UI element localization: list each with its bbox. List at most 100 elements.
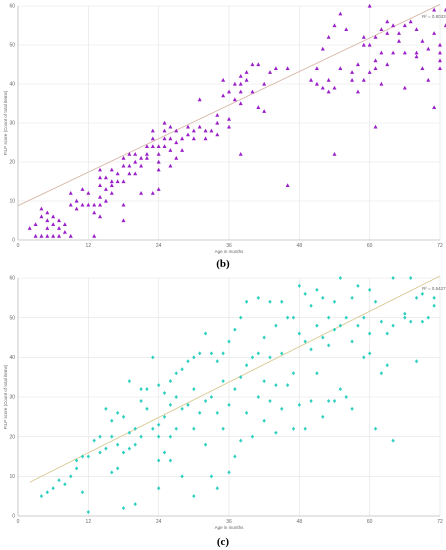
r-squared-label: R² = 0.5427 — [422, 286, 446, 291]
data-point — [438, 50, 442, 55]
data-point — [238, 101, 243, 106]
data-point — [321, 414, 325, 419]
x-tick-label: 24 — [156, 243, 162, 249]
data-point — [133, 426, 137, 431]
data-point — [309, 303, 313, 308]
data-point — [192, 426, 196, 431]
data-point — [27, 226, 32, 230]
data-point — [391, 438, 395, 443]
data-point — [227, 470, 231, 475]
data-point — [262, 418, 266, 423]
data-point — [156, 187, 161, 191]
data-point — [285, 66, 290, 70]
data-point — [45, 218, 50, 223]
data-point — [344, 395, 348, 399]
data-point — [332, 327, 337, 332]
data-point — [151, 426, 155, 431]
data-point — [379, 81, 384, 86]
data-point — [314, 81, 319, 86]
data-point — [45, 226, 50, 230]
data-point — [80, 490, 85, 495]
data-point — [156, 167, 161, 172]
data-point — [174, 128, 179, 133]
data-point — [115, 442, 120, 447]
data-point — [438, 42, 442, 47]
data-point — [438, 58, 442, 63]
data-point — [338, 66, 343, 70]
data-point — [373, 426, 378, 431]
data-point — [414, 359, 419, 364]
y-tick-label: 10 — [9, 474, 15, 480]
data-point — [162, 120, 167, 125]
data-point — [303, 339, 307, 344]
data-point — [98, 202, 103, 207]
data-point — [250, 89, 255, 94]
data-point — [396, 31, 401, 35]
data-point — [280, 299, 284, 304]
data-point — [320, 46, 325, 51]
data-point — [344, 27, 349, 31]
data-point — [239, 375, 243, 380]
data-point — [68, 191, 73, 195]
data-point — [51, 486, 55, 491]
data-point — [57, 478, 61, 483]
data-point — [402, 50, 407, 55]
data-point — [227, 339, 231, 344]
data-point — [303, 426, 307, 431]
data-point — [244, 363, 249, 368]
data-point — [203, 398, 208, 403]
x-tick-label: 48 — [297, 519, 303, 525]
r-squared-label: R² = 0.8033 — [422, 14, 446, 19]
data-point — [150, 136, 155, 141]
data-point — [408, 276, 413, 280]
data-point — [156, 486, 161, 491]
data-point — [209, 474, 214, 479]
x-tick-label: 48 — [297, 243, 303, 249]
data-point — [156, 144, 161, 148]
data-point — [338, 11, 343, 16]
data-point — [197, 124, 202, 129]
data-point — [98, 450, 102, 455]
data-point — [250, 355, 255, 360]
data-point — [344, 315, 348, 320]
data-point — [209, 128, 214, 133]
data-point — [180, 406, 184, 411]
data-point — [115, 179, 120, 184]
y-tick-label: 30 — [9, 121, 15, 127]
data-point — [373, 66, 378, 70]
data-point — [121, 450, 126, 455]
data-point — [408, 319, 413, 324]
data-point — [162, 414, 167, 419]
data-point — [110, 434, 114, 439]
data-point — [391, 23, 396, 28]
data-point — [250, 62, 255, 67]
data-point — [303, 291, 307, 296]
data-point — [385, 363, 389, 368]
data-point — [338, 323, 343, 328]
data-point — [361, 35, 366, 39]
data-point — [414, 295, 419, 300]
x-tick-label: 60 — [367, 243, 373, 249]
data-point — [98, 175, 103, 180]
data-point — [326, 35, 331, 39]
data-point — [121, 163, 126, 168]
data-point — [438, 66, 442, 70]
data-point — [92, 202, 97, 207]
data-point — [203, 442, 208, 447]
data-point — [326, 398, 331, 403]
data-point — [332, 299, 337, 304]
data-point — [338, 387, 343, 392]
data-point — [203, 331, 208, 336]
data-point — [350, 295, 354, 300]
data-point — [192, 387, 196, 392]
y-tick-label: 10 — [9, 199, 15, 205]
data-point — [150, 144, 155, 148]
data-point — [215, 120, 220, 125]
data-point — [291, 315, 296, 320]
data-point — [350, 77, 355, 82]
data-point — [238, 74, 243, 78]
caption-b: (b) — [216, 258, 230, 270]
data-point — [63, 482, 67, 487]
data-point — [185, 132, 190, 137]
y-axis-title: FILP score (Count of total items) — [3, 364, 8, 429]
